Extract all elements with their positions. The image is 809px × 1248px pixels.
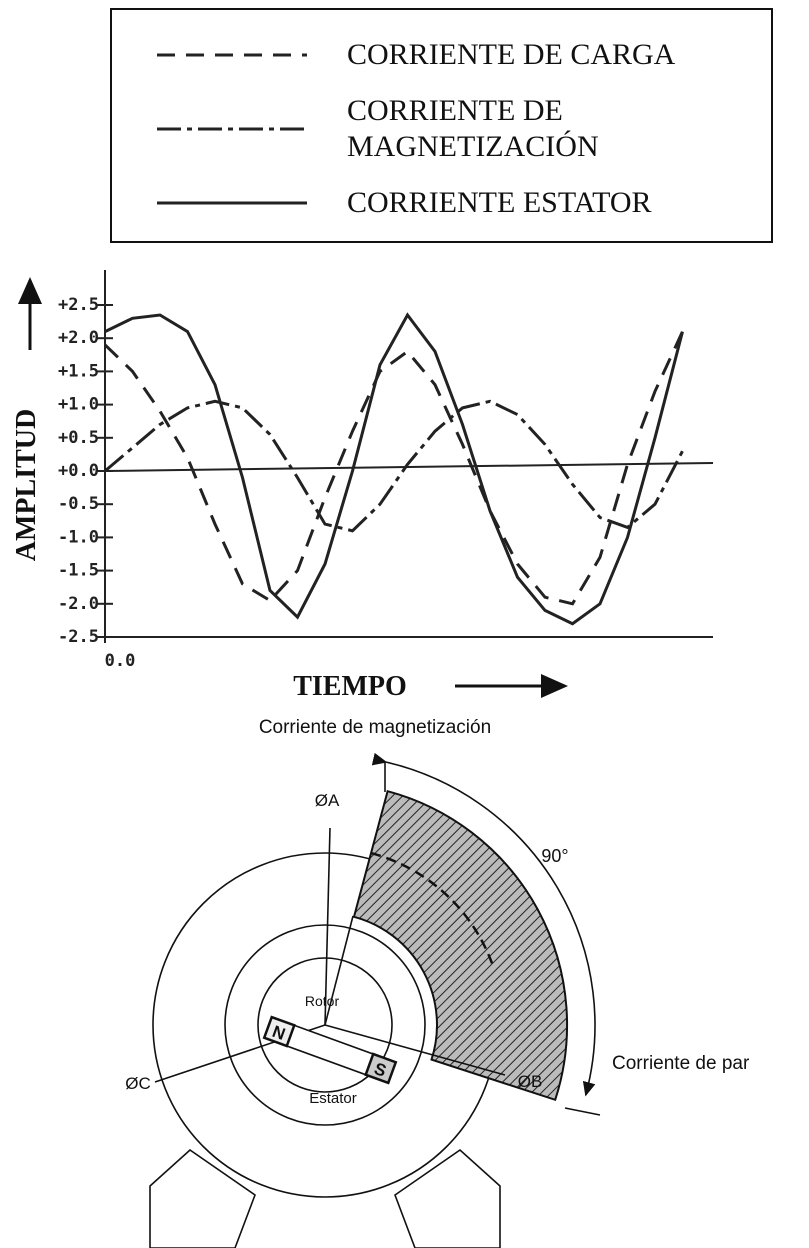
y-tick-label: -0.5 — [58, 494, 99, 514]
x-tick-label: 0.0 — [105, 651, 136, 671]
x-axis-label: TIEMPO — [293, 671, 407, 702]
phase-b-label: ØB — [518, 1072, 543, 1091]
angle-label: 90° — [541, 846, 568, 866]
phase-c-label: ØC — [125, 1074, 151, 1093]
y-tick-label: +2.0 — [58, 328, 99, 348]
y-tick-label: -2.0 — [58, 594, 99, 614]
torque-tick — [565, 1108, 600, 1115]
y-tick-label: +1.0 — [58, 395, 99, 415]
torque-label: Corriente de par — [612, 1053, 750, 1074]
figure: AMPLITUD TIEMPO Corriente de magnetizaci… — [0, 0, 809, 1248]
y-tick-label: -1.0 — [58, 527, 99, 547]
y-tick-label: -2.5 — [58, 627, 99, 647]
motor-diagram: Corriente de magnetización N S ØA 90° Ro… — [125, 717, 750, 1248]
phase-a-label: ØA — [315, 791, 340, 810]
y-axis-label: AMPLITUD — [11, 409, 42, 561]
y-tick-label: +0.5 — [58, 428, 99, 448]
stator-label: Estator — [309, 1090, 357, 1107]
y-tick-label: +2.5 — [58, 295, 99, 315]
y-tick-label: -1.5 — [58, 561, 99, 581]
diagram-title: Corriente de magnetización — [259, 717, 491, 738]
y-tick-label: +0.0 — [58, 461, 99, 481]
y-tick-label: +1.5 — [58, 361, 99, 381]
rotor-label: Rotor — [305, 993, 340, 1009]
page: CORRIENTE DE CARGACORRIENTE DE MAGNETIZA… — [0, 0, 809, 1248]
